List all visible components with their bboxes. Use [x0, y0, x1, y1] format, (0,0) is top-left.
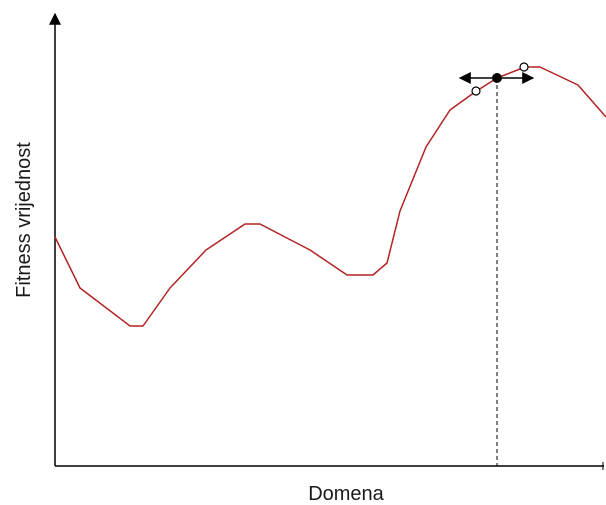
neighbor-point-left: [471, 86, 481, 96]
current-solution-point: [492, 73, 502, 83]
x-axis-label: Domena: [308, 483, 384, 505]
y-axis-label: Fitness vrijednost: [13, 142, 35, 298]
fitness-curve: [54, 66, 606, 327]
neighbor-point-right: [519, 62, 529, 72]
